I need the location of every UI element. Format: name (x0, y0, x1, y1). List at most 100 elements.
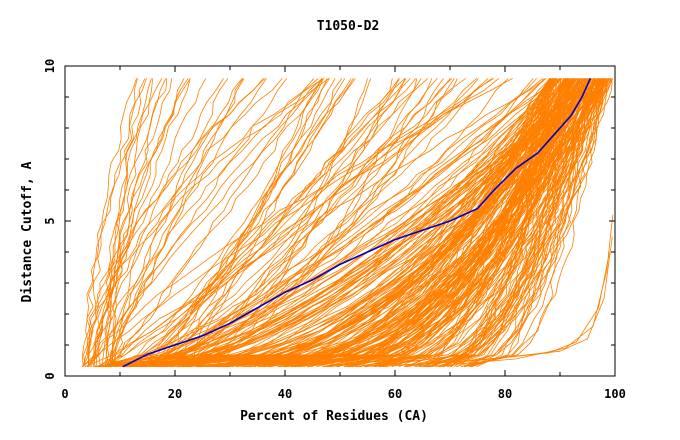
background-series-line (102, 78, 328, 368)
background-series-line (190, 78, 418, 368)
background-series-line (111, 78, 224, 367)
background-series-line (283, 78, 579, 368)
background-series-line (87, 78, 266, 367)
background-series-line (114, 78, 559, 368)
background-series-line (188, 78, 406, 367)
background-series-line (160, 78, 444, 368)
background-series-line (244, 78, 552, 368)
background-series-line (350, 78, 557, 368)
background-series-line (173, 78, 323, 367)
x-axis-label: Percent of Residues (CA) (240, 409, 428, 424)
axis-ticks (64, 65, 616, 377)
x-tick-label: 40 (278, 387, 292, 401)
background-series-line (165, 78, 591, 368)
background-series-line (355, 78, 567, 368)
background-series-line (97, 78, 500, 368)
background-series-line (90, 78, 185, 367)
tick-labels-layer: 0 20 40 60 80 100 0 5 10 (43, 59, 626, 401)
background-series-line (133, 78, 602, 368)
background-series-line (248, 78, 566, 368)
background-series-line (425, 78, 551, 368)
background-series-line (111, 78, 191, 367)
background-series-line (346, 78, 592, 368)
x-tick-label: 60 (388, 387, 402, 401)
background-series-line (382, 78, 600, 368)
background-series-line (186, 78, 343, 367)
y-tick-label: 5 (43, 217, 57, 224)
background-series-line (364, 78, 574, 368)
background-series-line (125, 78, 354, 368)
background-series-line (98, 78, 592, 368)
background-series-line (82, 78, 267, 367)
x-tick-label: 0 (61, 387, 68, 401)
background-series-line (178, 78, 608, 368)
background-series-line (109, 78, 323, 368)
background-series-line (98, 78, 167, 367)
background-series-line (139, 78, 589, 368)
curves-layer (81, 78, 614, 368)
background-series-line (87, 78, 513, 367)
y-axis-label: Distance Cutoff, A (20, 161, 35, 302)
background-series-line (86, 78, 137, 367)
background-series-line (457, 78, 595, 368)
background-series-line (206, 78, 593, 368)
background-series-line (125, 78, 555, 368)
background-series-line (424, 78, 585, 368)
background-series-line (441, 78, 565, 368)
background-series-line (223, 78, 581, 368)
background-series-line (291, 78, 602, 368)
background-series-line (185, 78, 451, 367)
background-series-line (109, 78, 324, 367)
background-series-line (82, 78, 324, 367)
background-series-line (471, 78, 609, 368)
background-series-line (137, 78, 406, 368)
background-series-line (263, 78, 557, 368)
background-series-line (104, 78, 547, 368)
background-series-line (81, 78, 264, 367)
background-series-line (337, 78, 587, 368)
background-series-line (187, 78, 433, 368)
background-series-line (176, 78, 571, 368)
background-series-line (146, 78, 544, 368)
ticks-layer (64, 65, 616, 377)
background-series-line (183, 78, 582, 368)
background-series-line (112, 78, 243, 367)
background-series-line (113, 78, 229, 367)
background-series-line (106, 78, 323, 367)
background-series-line (431, 78, 613, 368)
background-series-line (127, 78, 534, 368)
background-series-line (138, 78, 352, 368)
background-series-line (95, 78, 411, 368)
background-series-line (455, 78, 614, 368)
background-series-line (95, 78, 173, 367)
background-series-line (471, 78, 585, 368)
background-series-line (101, 78, 153, 367)
background-series-line (131, 78, 372, 368)
background-series-line (92, 78, 557, 368)
background-series-line (165, 78, 356, 367)
y-tick-label: 0 (43, 372, 57, 379)
x-tick-label: 20 (168, 387, 182, 401)
background-series-line (106, 78, 315, 367)
background-series-line (435, 78, 602, 368)
y-tick-label: 10 (43, 59, 57, 73)
background-series-line (254, 78, 554, 368)
outlier-series-line (427, 214, 614, 368)
background-series-line (187, 78, 551, 368)
background-series-line (307, 78, 606, 368)
background-series-line (379, 78, 604, 368)
background-series-line (137, 78, 545, 368)
background-series-line (122, 78, 479, 368)
background-series-line (105, 78, 146, 367)
background-series-line (146, 78, 417, 367)
background-series-line (268, 78, 553, 368)
highlight-layer (122, 78, 592, 368)
background-series-line (329, 78, 613, 368)
chart-title: T1050-D2 (317, 19, 380, 34)
highlight-series-line (122, 78, 592, 368)
background-series-line (105, 78, 325, 367)
x-tick-label: 100 (604, 387, 626, 401)
outlier-series-line (394, 251, 610, 366)
background-series-line (201, 78, 597, 368)
